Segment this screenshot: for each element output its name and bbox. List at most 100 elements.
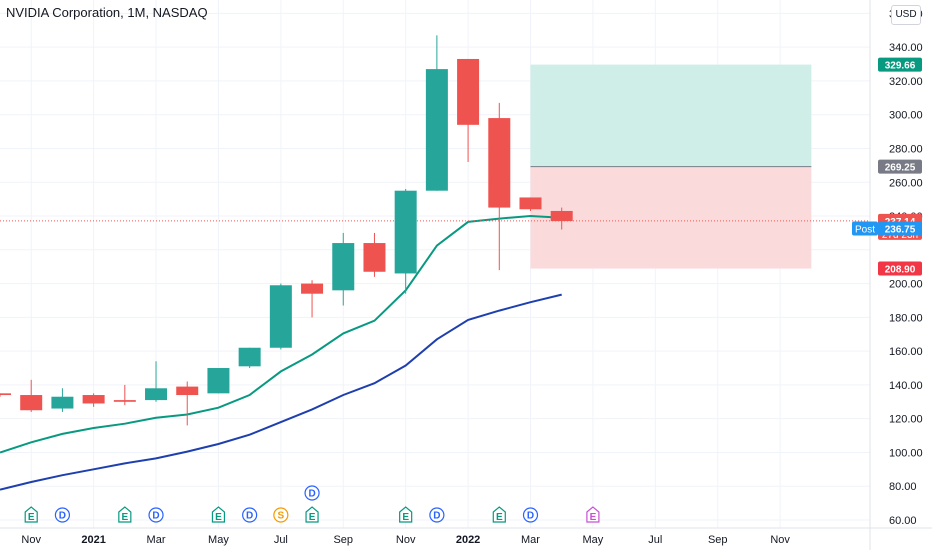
x-tick-label: 2021 — [81, 534, 105, 546]
candle — [82, 393, 105, 407]
candle-body — [82, 395, 105, 404]
candle-body — [207, 368, 230, 394]
event-letter: E — [309, 512, 316, 523]
price-tag-bg — [878, 57, 922, 72]
candle-body — [51, 396, 74, 409]
event-markers: E D E D E D S E D E D E D E — [24, 485, 600, 523]
event-marker-D[interactable]: D — [429, 507, 445, 523]
post-market-price: 236.75 — [885, 225, 916, 236]
y-tick-label: 160.00 — [889, 346, 923, 358]
candle — [363, 232, 386, 277]
event-letter: D — [59, 511, 66, 522]
y-tick-label: 100.00 — [889, 447, 923, 459]
earnings-icon — [586, 506, 600, 523]
candle — [0, 393, 11, 397]
dividend-icon — [54, 507, 71, 523]
candle — [20, 379, 43, 412]
event-marker-E[interactable]: E — [492, 506, 506, 523]
event-letter: S — [278, 511, 285, 522]
earnings-icon — [492, 506, 506, 523]
candle-body — [301, 283, 324, 294]
event-marker-D[interactable]: D — [242, 507, 258, 523]
candle — [488, 102, 511, 271]
x-tick-label: Mar — [521, 534, 540, 546]
y-tick-label: 300.00 — [889, 110, 923, 122]
event-marker-E[interactable]: E — [118, 506, 132, 523]
y-tick-label: 120.00 — [889, 414, 923, 426]
event-marker-D[interactable]: D — [522, 507, 539, 523]
candle-body — [457, 58, 480, 125]
event-marker-D[interactable]: D — [148, 507, 164, 523]
candle-body — [332, 243, 355, 291]
x-tick-label: May — [583, 534, 604, 546]
loss-zone — [530, 166, 812, 269]
event-marker-E[interactable]: E — [399, 506, 413, 523]
candle — [238, 347, 261, 369]
dividend-icon — [429, 507, 445, 523]
event-marker-D[interactable]: D — [54, 507, 71, 523]
currency-button[interactable]: USD — [891, 5, 921, 25]
y-tick-label: 80.00 — [889, 481, 917, 493]
candle-body — [363, 243, 386, 272]
event-letter: E — [496, 512, 503, 523]
event-marker-S[interactable]: S — [273, 507, 289, 523]
series-line-ma_long — [0, 293, 562, 491]
event-letter: D — [152, 511, 159, 522]
y-tick-label: 200.00 — [889, 279, 923, 291]
split-icon — [273, 507, 289, 523]
candle-body — [145, 388, 168, 401]
x-tick-label: Nov — [21, 534, 41, 546]
dividend-icon — [522, 507, 539, 523]
x-tick-label: Nov — [770, 534, 790, 546]
y-tick-label: 60.00 — [889, 515, 917, 527]
earnings-icon — [24, 506, 38, 523]
price-tag-target: 329.66 — [878, 57, 922, 72]
price-tag-text: 269.25 — [885, 163, 916, 174]
candle-body — [394, 190, 417, 274]
candle — [550, 207, 573, 230]
y-tick-label: 180.00 — [889, 312, 923, 324]
chart-title: NVIDIA Corporation, 1M, NASDAQ — [6, 5, 208, 20]
x-tick-label: Jul — [648, 534, 662, 546]
x-tick-label: Mar — [147, 534, 166, 546]
event-marker-E[interactable]: E — [24, 506, 38, 523]
candle-body — [0, 393, 11, 396]
series-line-ma_short — [0, 214, 562, 454]
candle — [269, 283, 292, 350]
candle — [519, 197, 542, 211]
candle — [425, 35, 448, 191]
x-tick-label: Sep — [333, 534, 353, 546]
y-tick-label: 340.00 — [889, 42, 923, 54]
post-market-price-bg — [878, 221, 922, 236]
candles — [0, 35, 573, 426]
candle-body — [269, 285, 292, 348]
candle — [332, 232, 355, 306]
candle-body — [425, 69, 448, 191]
event-letter: E — [28, 512, 35, 523]
candle-body — [238, 347, 261, 367]
y-tick-label: 140.00 — [889, 380, 923, 392]
profit-zone — [530, 64, 812, 167]
candle — [51, 388, 74, 412]
post-market-label-bg — [852, 221, 878, 236]
candle — [207, 368, 230, 394]
event-marker-E[interactable]: E — [586, 506, 600, 523]
price-tag-text: 329.66 — [885, 61, 916, 72]
y-tick-label: 320.00 — [889, 76, 923, 88]
earnings-icon — [118, 506, 132, 523]
event-marker-E[interactable]: E — [211, 506, 226, 523]
event-marker-E[interactable]: E — [305, 506, 319, 523]
event-marker-D[interactable]: D — [304, 485, 320, 501]
earnings-icon — [399, 506, 413, 523]
candle — [301, 280, 324, 318]
x-tick-label: Sep — [708, 534, 728, 546]
price-tag-bg — [878, 261, 922, 276]
post-market-tag: Post 236.75 — [852, 221, 922, 236]
post-market-label: Post — [855, 225, 875, 236]
x-tick-label: Jul — [274, 534, 288, 546]
dividend-icon — [304, 485, 320, 501]
x-tick-label: 2022 — [456, 534, 480, 546]
candle-body — [550, 210, 573, 222]
candle — [457, 58, 480, 162]
